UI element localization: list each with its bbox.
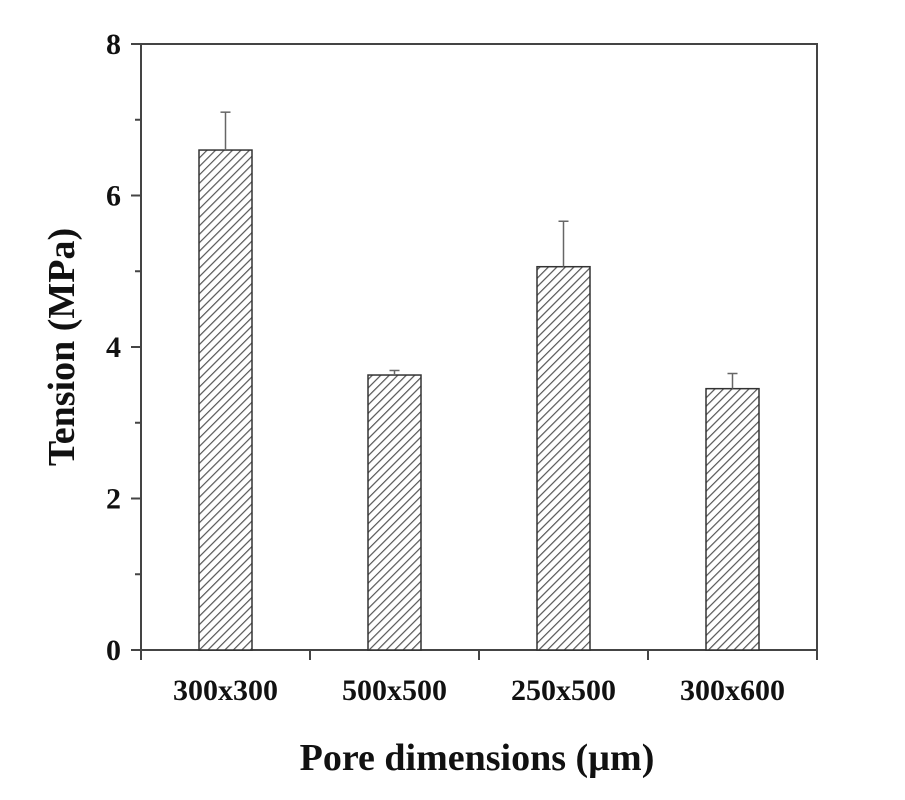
bar [198, 149, 253, 651]
y-tick-label: 4 [106, 331, 121, 364]
bar [367, 374, 422, 651]
y-tick-label: 2 [106, 483, 121, 516]
x-tick-label: 300x300 [173, 674, 278, 707]
bar [536, 265, 591, 651]
x-tick-label: 500x500 [342, 674, 447, 707]
y-tick-label: 8 [106, 28, 121, 61]
y-tick-label: 6 [106, 180, 121, 213]
bar [705, 387, 760, 651]
y-axis-title: Tension (MPa) [41, 228, 83, 466]
x-tick-label: 250x500 [511, 674, 616, 707]
x-tick-label: 300x600 [680, 674, 785, 707]
plot-area: 0 2 4 6 8 300x300 500x500 250x500 300x600 [106, 28, 818, 707]
x-axis-title: Pore dimensions (µm) [300, 737, 655, 779]
y-tick-label: 0 [106, 634, 121, 667]
